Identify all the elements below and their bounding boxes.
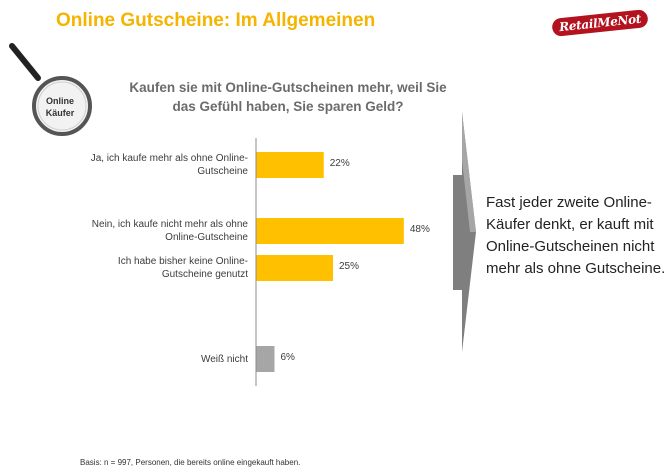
- badge-line-2: Käufer: [45, 108, 75, 118]
- magnifier-icon: [9, 43, 92, 136]
- category-label-line: Gutscheine: [197, 166, 248, 177]
- category-label-line: Nein, ich kaufe nicht mehr als ohne: [91, 219, 248, 230]
- bar-2: [256, 218, 404, 244]
- slide-title: Online Gutscheine: Im Allgemeinen: [56, 10, 376, 31]
- insight-text: Fast jeder zweite Online-Käufer denkt, e…: [486, 194, 666, 277]
- category-label-line: Ich habe bisher keine Online-: [117, 256, 248, 267]
- bars-group: [256, 152, 404, 372]
- category-label-line: Gutscheine genutzt: [161, 269, 248, 280]
- arrow-shape: [453, 112, 476, 352]
- value-label-1: 22%: [329, 158, 350, 169]
- chart-question: Kaufen sie mit Online-Gutscheinen mehr, …: [118, 78, 458, 116]
- value-label-3: 25%: [339, 261, 360, 272]
- category-label-line: Ja, ich kaufe mehr als ohne Online-: [90, 153, 248, 164]
- badge-label: Online Käufer: [34, 95, 86, 119]
- footnote: Basis: n = 997, Personen, die bereits on…: [80, 458, 301, 467]
- value-label-4: 6%: [280, 352, 295, 363]
- category-label-1: Ja, ich kaufe mehr als ohne Online- Gutsc…: [58, 152, 248, 178]
- bar-1: [256, 152, 324, 178]
- question-line-1: Kaufen sie mit Online-Gutscheinen mehr, …: [129, 80, 447, 95]
- category-label-3: Ich habe bisher keine Online- Gutscheine …: [58, 255, 248, 281]
- badge-line-1: Online: [45, 96, 74, 106]
- arrow-highlight: [462, 112, 476, 232]
- category-label-2: Nein, ich kaufe nicht mehr als ohne Onlin…: [58, 218, 248, 244]
- question-line-2: das Gefühl haben, Sie sparen Geld?: [172, 99, 404, 114]
- bar-3: [256, 255, 333, 281]
- value-label-2: 48%: [409, 224, 430, 235]
- category-label-line: Weiß nicht: [200, 353, 248, 365]
- category-label-4: Weiß nicht: [58, 353, 248, 366]
- bar-4: [256, 346, 275, 372]
- category-label-line: Online-Gutscheine: [165, 232, 248, 243]
